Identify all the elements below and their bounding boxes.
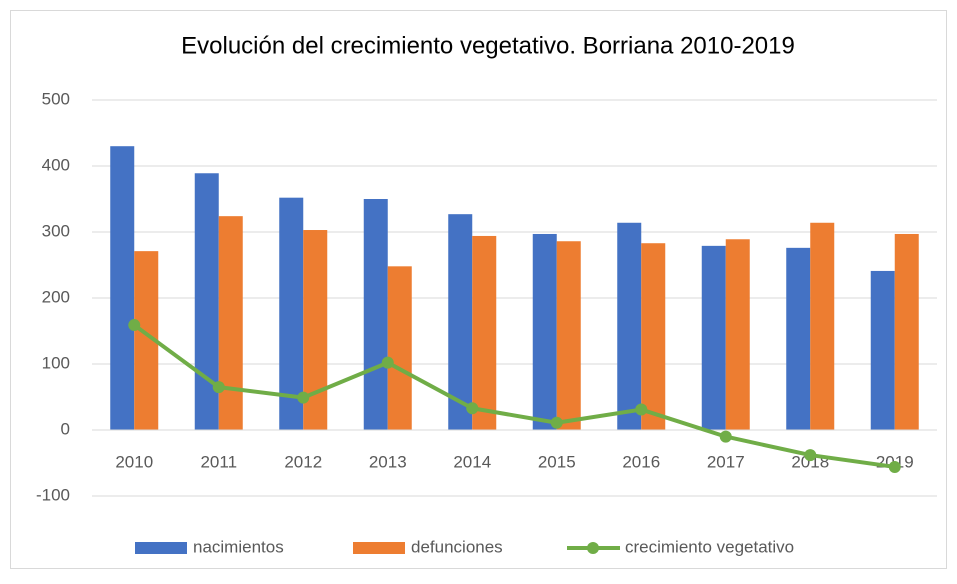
bar [617,222,642,430]
bar [725,239,750,430]
legend-label: nacimientos [193,537,284,556]
x-tick-label: 2016 [622,452,660,471]
x-tick-label: 2012 [284,452,322,471]
line-marker [381,356,394,369]
line-marker [719,430,732,443]
bar [279,197,304,430]
bar [894,233,919,430]
line-marker [888,460,901,473]
y-tick-label: 400 [42,155,70,174]
chart-title: Evolución del crecimiento vegetativo. Bo… [181,32,795,59]
line-marker [297,391,310,404]
bar [532,233,557,430]
bar [641,243,666,430]
bar [701,245,726,430]
bar [218,216,243,430]
bar [110,146,135,430]
x-tick-label: 2017 [707,452,745,471]
legend-marker [587,542,599,554]
y-tick-label: -100 [36,485,70,504]
legend-label: crecimiento vegetativo [625,537,794,556]
legend-label: defunciones [411,537,503,556]
bar [870,270,895,430]
line-marker [804,449,817,462]
line-marker [212,381,225,394]
bar [786,247,811,430]
line-marker [550,416,563,429]
line-series [133,323,896,469]
line-marker [635,403,648,416]
bar [363,199,388,430]
bar [472,235,497,430]
y-tick-label: 200 [42,287,70,306]
x-tick-label: 2013 [369,452,407,471]
bar [387,266,412,430]
x-tick-label: 2011 [200,452,237,471]
legend-swatch [353,542,405,554]
bar [810,222,835,430]
y-tick-label: 300 [42,221,70,240]
y-tick-label: 100 [42,353,70,372]
line-marker [128,319,141,332]
y-tick-label: 500 [42,89,70,108]
bar [448,214,473,430]
bar [556,241,581,430]
x-tick-label: 2010 [115,452,153,471]
x-tick-label: 2015 [538,452,576,471]
y-tick-label: 0 [61,419,70,438]
x-tick-label: 2014 [453,452,491,471]
legend-swatch [135,542,187,554]
line-marker [466,402,479,415]
